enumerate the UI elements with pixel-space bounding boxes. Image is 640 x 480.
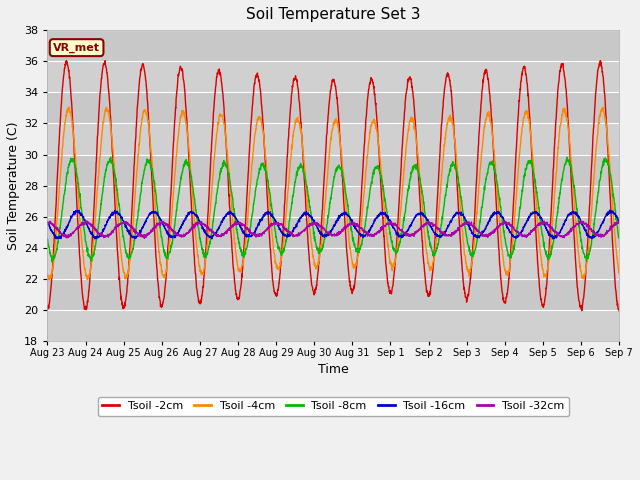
Tsoil -4cm <box>351 264 358 269</box>
Tsoil -32cm <box>565 228 573 234</box>
Tsoil -16cm <box>615 218 623 224</box>
Text: VR_met: VR_met <box>53 43 100 53</box>
Tsoil -4cm <box>363 160 371 166</box>
Tsoil -2cm <box>500 299 508 305</box>
Line: Tsoil -2cm: Tsoil -2cm <box>47 60 619 311</box>
Bar <box>47 155 619 186</box>
Tsoil -32cm <box>615 220 623 226</box>
Tsoil -16cm <box>500 215 508 221</box>
Tsoil -2cm <box>350 282 358 288</box>
Y-axis label: Soil Temperature (C): Soil Temperature (C) <box>7 121 20 250</box>
Bar <box>47 61 619 92</box>
Tsoil -16cm <box>565 212 573 217</box>
Title: Soil Temperature Set 3: Soil Temperature Set 3 <box>246 7 420 22</box>
Tsoil -8cm <box>615 235 623 241</box>
Tsoil -4cm <box>44 272 51 277</box>
Tsoil -16cm <box>203 232 211 238</box>
Tsoil -8cm <box>500 228 508 234</box>
Legend: Tsoil -2cm, Tsoil -4cm, Tsoil -8cm, Tsoil -16cm, Tsoil -32cm: Tsoil -2cm, Tsoil -4cm, Tsoil -8cm, Tsoi… <box>98 397 569 416</box>
Tsoil -4cm <box>45 277 53 283</box>
Tsoil -8cm <box>363 210 371 216</box>
Tsoil -32cm <box>141 235 148 241</box>
Line: Tsoil -8cm: Tsoil -8cm <box>47 157 619 262</box>
Tsoil -4cm <box>65 104 73 110</box>
Bar <box>47 217 619 248</box>
Tsoil -2cm <box>565 131 573 137</box>
X-axis label: Time: Time <box>318 362 349 375</box>
Tsoil -4cm <box>581 272 589 278</box>
Tsoil -2cm <box>581 283 589 289</box>
Line: Tsoil -32cm: Tsoil -32cm <box>47 221 619 238</box>
Tsoil -32cm <box>363 231 371 237</box>
Tsoil -8cm <box>107 154 115 160</box>
Tsoil -16cm <box>350 224 358 229</box>
Tsoil -16cm <box>581 226 589 231</box>
Tsoil -32cm <box>204 224 211 229</box>
Tsoil -4cm <box>565 134 573 140</box>
Tsoil -32cm <box>581 221 589 227</box>
Tsoil -4cm <box>204 243 211 249</box>
Tsoil -8cm <box>565 157 573 163</box>
Bar <box>47 30 619 61</box>
Bar <box>47 186 619 217</box>
Tsoil -8cm <box>351 242 358 248</box>
Line: Tsoil -16cm: Tsoil -16cm <box>47 210 619 239</box>
Tsoil -16cm <box>606 207 614 213</box>
Tsoil -8cm <box>204 252 211 258</box>
Tsoil -32cm <box>500 219 508 225</box>
Bar <box>47 279 619 311</box>
Tsoil -2cm <box>44 305 51 311</box>
Tsoil -32cm <box>44 220 51 226</box>
Tsoil -32cm <box>83 218 91 224</box>
Tsoil -16cm <box>362 232 370 238</box>
Line: Tsoil -4cm: Tsoil -4cm <box>47 107 619 280</box>
Tsoil -4cm <box>615 270 623 276</box>
Tsoil -32cm <box>351 220 358 226</box>
Bar <box>47 92 619 123</box>
Tsoil -8cm <box>48 259 56 264</box>
Tsoil -16cm <box>44 219 51 225</box>
Tsoil -4cm <box>500 264 508 269</box>
Bar <box>47 248 619 279</box>
Tsoil -2cm <box>204 226 211 231</box>
Tsoil -16cm <box>549 236 557 242</box>
Bar <box>47 311 619 341</box>
Tsoil -2cm <box>63 58 70 63</box>
Tsoil -8cm <box>44 236 51 242</box>
Tsoil -2cm <box>615 308 623 314</box>
Bar <box>47 123 619 155</box>
Tsoil -2cm <box>363 111 371 117</box>
Tsoil -8cm <box>581 255 589 261</box>
